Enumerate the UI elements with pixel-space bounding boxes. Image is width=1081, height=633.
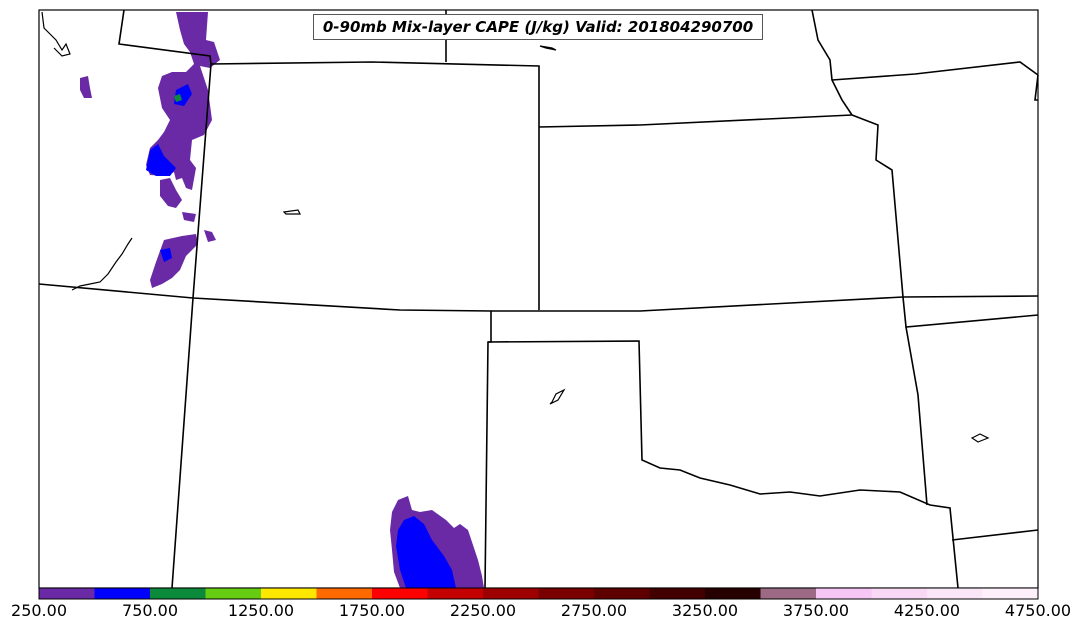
cape-blue-north-2 bbox=[146, 144, 176, 176]
cape-region-small-1 bbox=[204, 230, 216, 242]
cape-green-spot bbox=[174, 94, 182, 102]
colorbar-tick-label: 3250.00 bbox=[671, 601, 739, 620]
cape-region-small-2 bbox=[80, 76, 92, 98]
colorbar-tick-label: 2250.00 bbox=[449, 601, 517, 620]
cape-blue-mid bbox=[160, 248, 172, 262]
colorbar-segment bbox=[871, 588, 928, 599]
colorbar-tick-label: 4250.00 bbox=[893, 601, 961, 620]
colorbar-segment bbox=[594, 588, 650, 599]
colorbar-segment bbox=[261, 588, 317, 599]
colorbar bbox=[39, 588, 1039, 599]
colorbar-outline bbox=[38, 587, 1039, 600]
colorbar-tick-label: 250.00 bbox=[11, 601, 67, 620]
map-title: 0-90mb Mix-layer CAPE (J/kg) Valid: 2018… bbox=[313, 14, 763, 40]
colorbar-segment bbox=[427, 588, 484, 599]
colorbar-segment bbox=[649, 588, 706, 599]
colorbar-segment bbox=[150, 588, 206, 599]
colorbar-segment bbox=[316, 588, 373, 599]
lakes bbox=[41, 11, 990, 443]
colorbar-segment bbox=[94, 588, 151, 599]
colorbar-segment bbox=[927, 588, 983, 599]
colorbar-tick-label: 1250.00 bbox=[227, 601, 295, 620]
cape-region-small-3 bbox=[188, 18, 200, 34]
colorbar-segment bbox=[372, 588, 428, 599]
colorbar-segment bbox=[760, 588, 817, 599]
colorbar-segment bbox=[982, 588, 1039, 599]
cape-region-north-3 bbox=[182, 212, 196, 222]
colorbar-tick-label: 1750.00 bbox=[338, 601, 406, 620]
colorbar-segment bbox=[483, 588, 539, 599]
colorbar-tick-label: 750.00 bbox=[122, 601, 178, 620]
cape-region-mid bbox=[150, 234, 198, 288]
colorbar-tick-label: 4750.00 bbox=[1004, 601, 1072, 620]
cape-blue-south bbox=[396, 516, 456, 588]
colorbar-segment bbox=[538, 588, 595, 599]
colorbar-segment bbox=[205, 588, 262, 599]
colorbar-segment bbox=[705, 588, 761, 599]
colorbar-tick-label: 3750.00 bbox=[782, 601, 850, 620]
colorbar-segment bbox=[39, 588, 95, 599]
colorbar-segment bbox=[816, 588, 872, 599]
colorbar-tick-label: 2750.00 bbox=[560, 601, 628, 620]
cape-region-north-2 bbox=[160, 178, 182, 208]
